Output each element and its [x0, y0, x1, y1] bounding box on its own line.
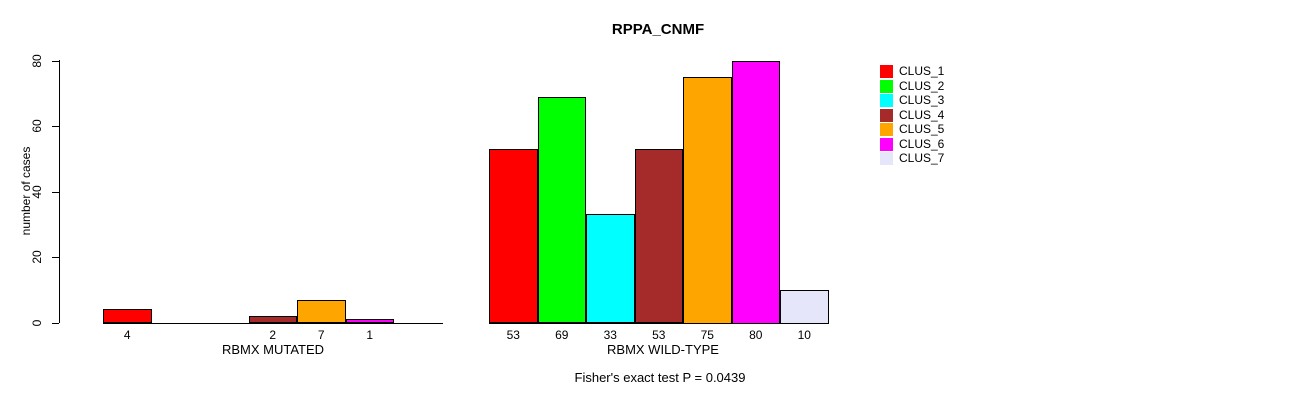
bar-value-label: 2 [269, 328, 277, 342]
legend-label: CLUS_3 [899, 93, 945, 107]
bar-value-label: 53 [506, 328, 520, 342]
chart-title: RPPA_CNMF [611, 21, 705, 38]
y-tick-mark [52, 257, 59, 258]
legend-label: CLUS_1 [899, 64, 945, 78]
bar-CLUS_7 [780, 289, 829, 324]
bar-CLUS_6 [345, 319, 394, 324]
bar-value-label: 4 [123, 328, 131, 342]
y-tick-label: 40 [30, 184, 44, 199]
bar-value-label: 10 [797, 328, 811, 342]
legend: CLUS_1 CLUS_2 CLUS_3 CLUS_4 CLUS_5 CLUS_6 CLUS… [880, 65, 944, 167]
bar-CLUS_4 [634, 148, 683, 324]
legend-swatch-CLUS_1 [880, 65, 893, 78]
legend-label: CLUS_7 [899, 151, 945, 165]
group-label: RBMX MUTATED [221, 342, 325, 357]
bar-value-label: 33 [603, 328, 617, 342]
legend-swatch-CLUS_3 [880, 94, 893, 107]
legend-item: CLUS_3 [880, 94, 944, 107]
bar-value-label: 69 [555, 328, 569, 342]
legend-swatch-CLUS_4 [880, 108, 893, 122]
bar-value-label: 53 [652, 328, 666, 342]
y-tick-mark [52, 322, 59, 324]
bar-value-label: 1 [366, 328, 374, 342]
y-axis-line [59, 60, 60, 323]
bar-value-label: 75 [700, 328, 714, 342]
group-label: RBMX WILD-TYPE [607, 342, 719, 357]
y-tick-label: 80 [30, 53, 44, 68]
legend-label: CLUS_4 [899, 107, 945, 122]
legend-swatch-CLUS_2 [880, 79, 893, 93]
bar-CLUS_4 [248, 315, 297, 324]
footnote-fisher-test: Fisher's exact test P = 0.0439 [574, 370, 746, 385]
bar-CLUS_1 [489, 148, 538, 324]
bar-value-label: 80 [749, 328, 763, 342]
bar-CLUS_3 [586, 214, 635, 324]
y-tick-label: 20 [30, 250, 44, 264]
legend-label: CLUS_6 [899, 136, 945, 151]
y-tick-label: 60 [30, 119, 44, 133]
legend-label: CLUS_5 [899, 122, 945, 136]
legend-item: CLUS_4 [880, 107, 945, 122]
legend-item: CLUS_7 [880, 152, 944, 165]
legend-item: CLUS_2 [880, 78, 945, 93]
legend-item: CLUS_1 [880, 65, 944, 78]
legend-label: CLUS_2 [899, 78, 945, 93]
bar-CLUS_2 [537, 96, 586, 324]
bar-value-label: 7 [317, 328, 325, 342]
y-tick-mark [52, 191, 59, 193]
bar-CLUS_6 [731, 60, 780, 324]
y-tick-mark [52, 126, 59, 127]
legend-item: CLUS_5 [880, 123, 944, 136]
legend-swatch-CLUS_5 [880, 123, 893, 136]
legend-item: CLUS_6 [880, 136, 945, 151]
bar-CLUS_5 [297, 299, 346, 324]
bar-CLUS_1 [103, 309, 152, 324]
y-tick-label: 0 [30, 319, 44, 326]
legend-swatch-CLUS_6 [880, 137, 893, 151]
y-tick-mark [52, 60, 59, 62]
bar-CLUS_5 [683, 76, 732, 324]
legend-swatch-CLUS_7 [880, 152, 893, 165]
